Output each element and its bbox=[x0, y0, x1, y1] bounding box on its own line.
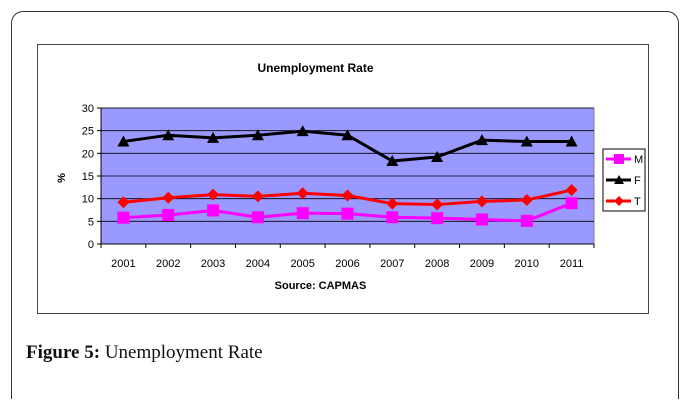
data-point-m bbox=[341, 207, 354, 220]
data-point-f bbox=[207, 131, 220, 143]
data-point-f bbox=[296, 125, 309, 137]
data-point-t bbox=[520, 194, 533, 207]
y-tick-label: 20 bbox=[82, 148, 94, 160]
data-point-f bbox=[341, 129, 354, 141]
data-point-m bbox=[565, 197, 578, 210]
figure-caption: Figure 5: Unemployment Rate bbox=[26, 342, 263, 364]
chart-container: Unemployment Rate 0 5 10 15 20 25 30 2001 2002 200… bbox=[37, 44, 649, 314]
data-point-m bbox=[251, 211, 264, 224]
data-point-t bbox=[117, 196, 130, 209]
figure-caption-text: Unemployment Rate bbox=[104, 342, 263, 363]
legend-label-f: F bbox=[634, 175, 641, 187]
legend-label-m: M bbox=[634, 154, 643, 166]
data-point-m bbox=[117, 211, 130, 224]
legend-label-t: T bbox=[634, 196, 641, 208]
data-point-f bbox=[251, 129, 264, 141]
data-point-f bbox=[117, 135, 130, 147]
data-point-t bbox=[251, 190, 264, 203]
x-tick-label: 2004 bbox=[246, 258, 270, 270]
y-tick-label: 15 bbox=[82, 171, 94, 183]
data-point-t bbox=[296, 187, 309, 200]
data-point-t bbox=[565, 184, 578, 197]
legend-marker-m bbox=[614, 154, 624, 164]
y-tick-label: 0 bbox=[88, 239, 94, 251]
data-point-t bbox=[386, 197, 399, 210]
y-tick-label: 5 bbox=[88, 216, 94, 228]
figure-caption-label: Figure 5: bbox=[26, 342, 101, 363]
x-tick-label: 2002 bbox=[156, 258, 180, 270]
data-point-m bbox=[162, 208, 175, 221]
x-tick-label: 2005 bbox=[290, 258, 314, 270]
figure-frame bbox=[11, 11, 679, 399]
data-point-t bbox=[207, 188, 220, 201]
data-point-f bbox=[475, 134, 488, 146]
data-point-f bbox=[162, 129, 175, 141]
data-point-m bbox=[475, 213, 488, 226]
data-point-f bbox=[431, 150, 444, 162]
data-point-t bbox=[431, 198, 444, 211]
data-point-f bbox=[386, 155, 399, 167]
data-point-m bbox=[207, 204, 220, 217]
data-point-t bbox=[341, 189, 354, 202]
data-point-m bbox=[296, 207, 309, 220]
legend-marker-f bbox=[614, 175, 624, 184]
x-tick-label: 2010 bbox=[515, 258, 539, 270]
line-chart: Unemployment Rate 0 5 10 15 20 25 30 2001 2002 200… bbox=[56, 61, 646, 292]
y-tick-label: 25 bbox=[82, 126, 94, 138]
data-point-m bbox=[386, 211, 399, 224]
x-tick-label: 2008 bbox=[425, 258, 449, 270]
data-point-t bbox=[475, 195, 488, 208]
data-point-f bbox=[520, 135, 533, 147]
x-tick-label: 2006 bbox=[335, 258, 359, 270]
chart-title: Unemployment Rate bbox=[257, 61, 373, 75]
data-point-f bbox=[565, 135, 578, 147]
data-point-t bbox=[162, 191, 175, 204]
data-point-m bbox=[431, 212, 444, 225]
y-tick-label: 30 bbox=[82, 103, 94, 115]
data-point-m bbox=[520, 214, 533, 227]
legend-marker-t bbox=[614, 196, 624, 206]
x-tick-label: 2003 bbox=[201, 258, 225, 270]
x-tick-label: 2011 bbox=[560, 258, 584, 270]
x-tick-label: 2009 bbox=[470, 258, 494, 270]
x-axis-label: Source: CAPMAS bbox=[275, 280, 367, 292]
y-tick-label: 10 bbox=[82, 194, 94, 206]
x-tick-label: 2001 bbox=[111, 258, 135, 270]
y-axis-label: % bbox=[56, 173, 68, 183]
x-tick-label: 2007 bbox=[380, 258, 404, 270]
